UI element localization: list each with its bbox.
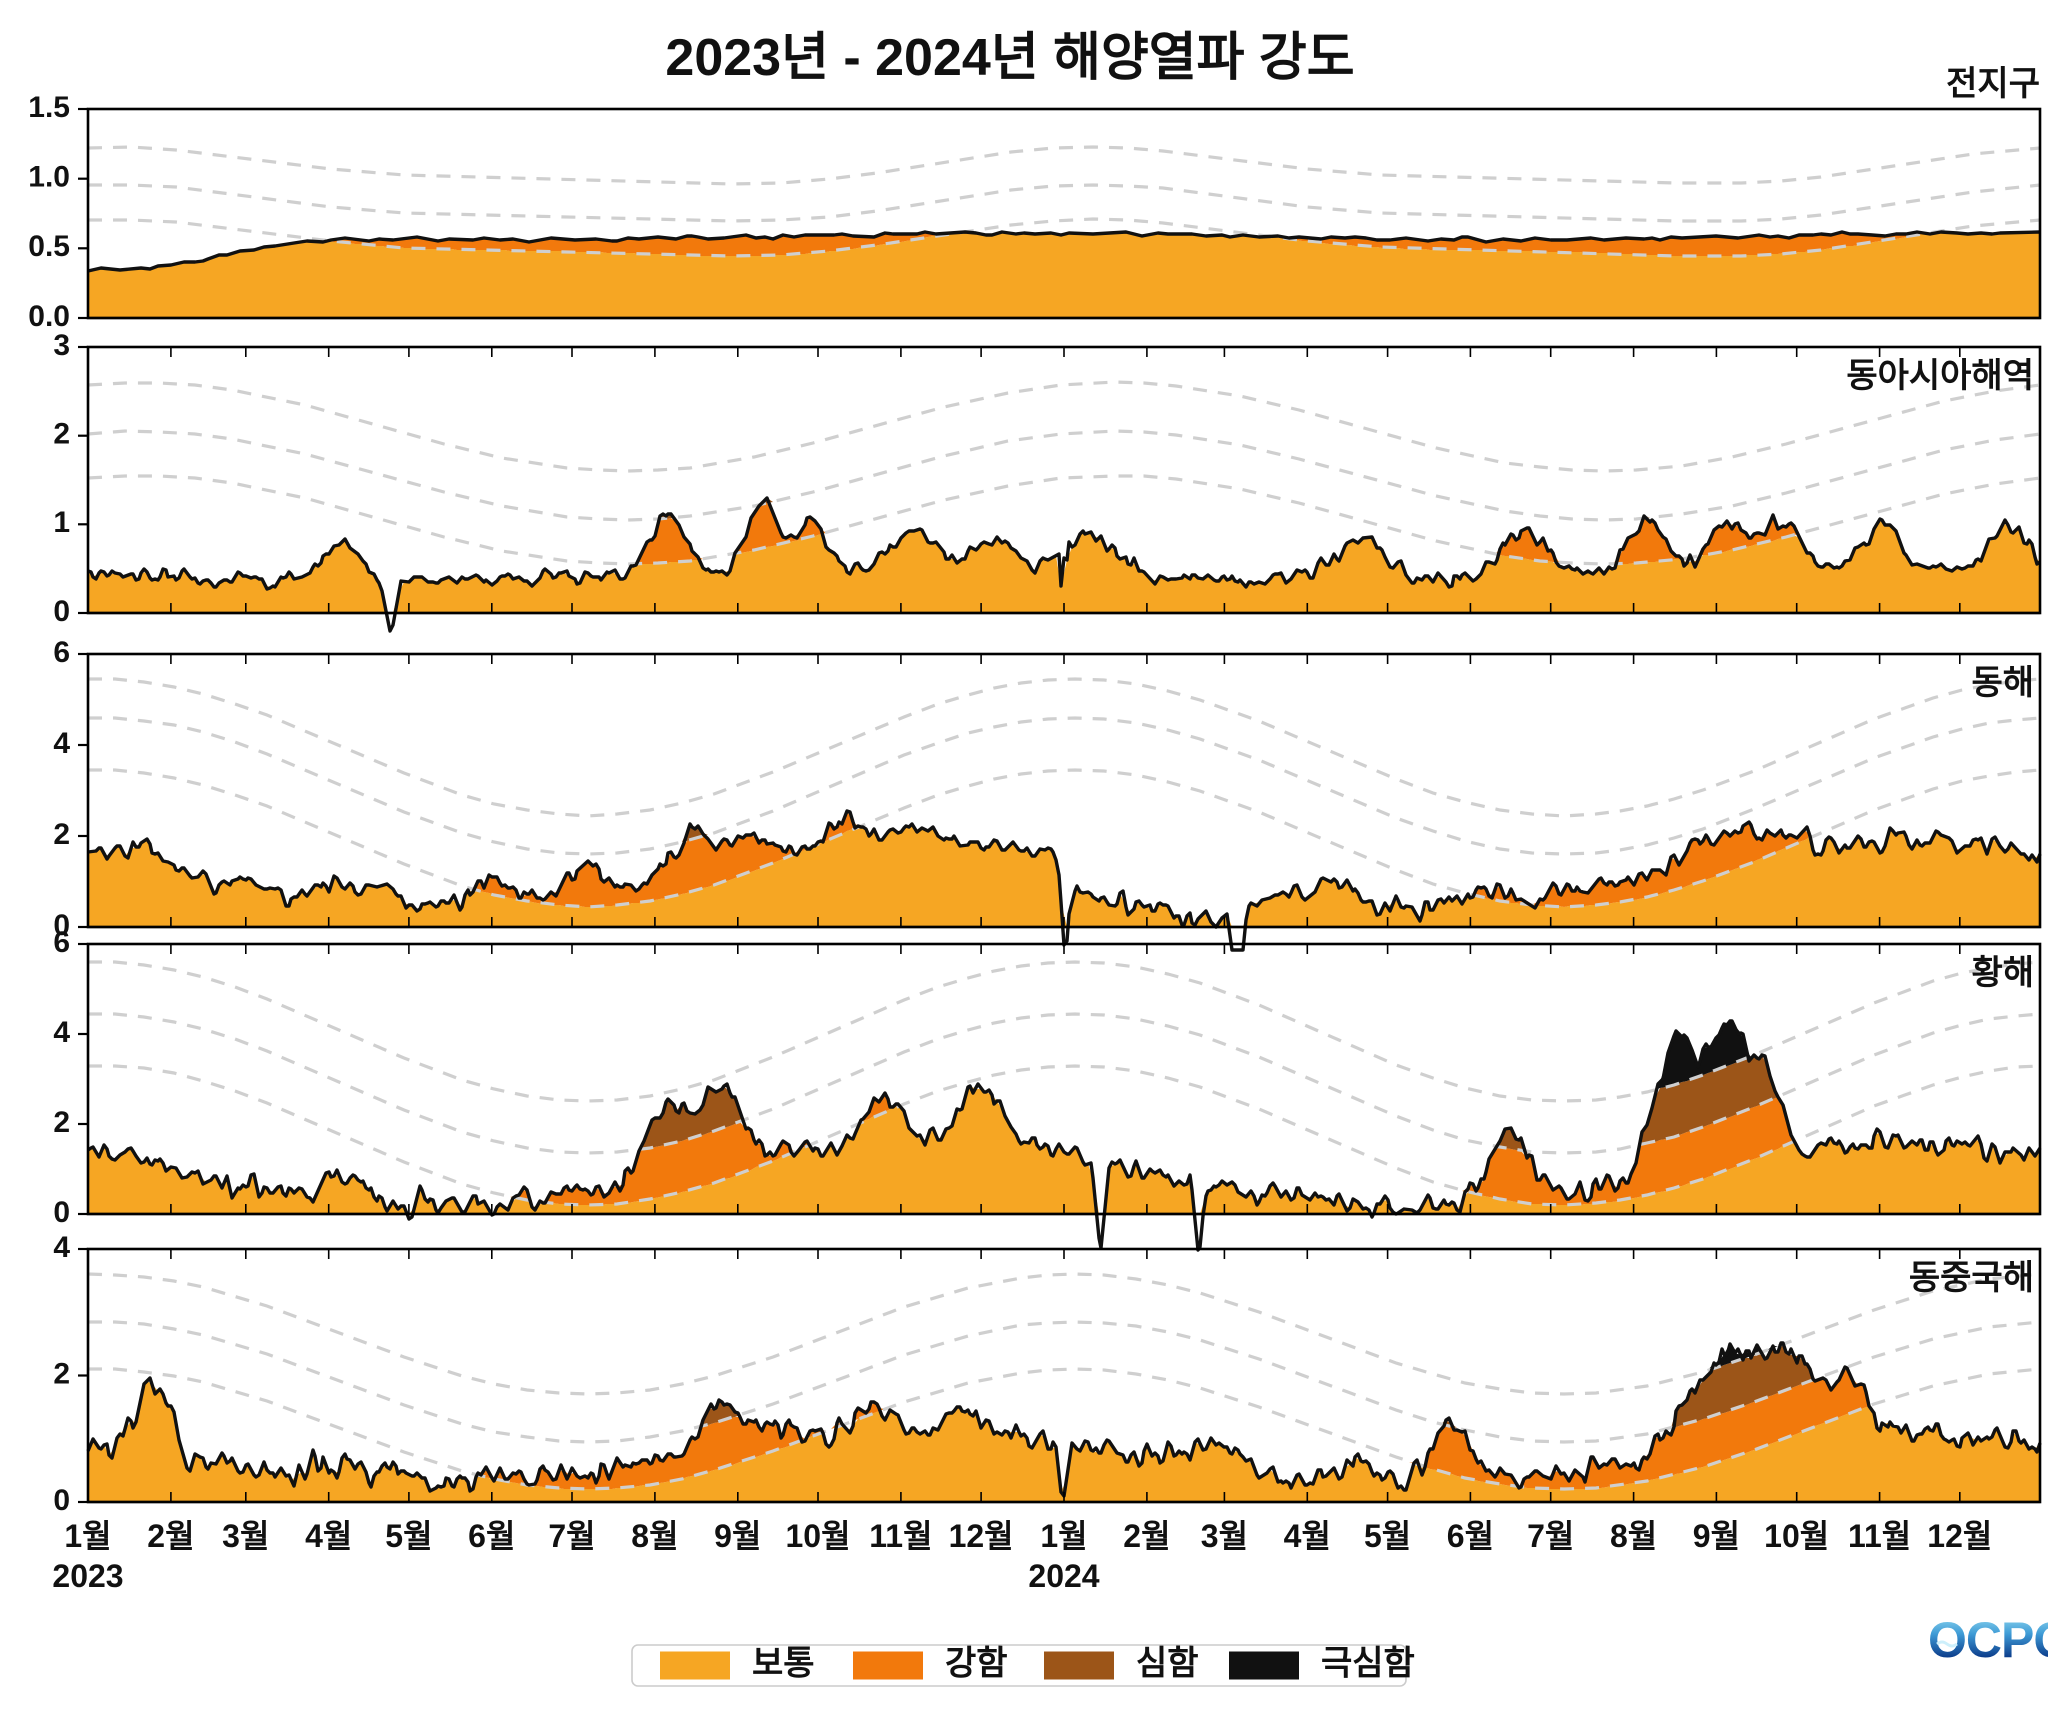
svg-text:황해: 황해: [1971, 954, 2034, 992]
svg-text:1: 1: [53, 506, 70, 539]
svg-text:7월: 7월: [1527, 1518, 1574, 1554]
svg-text:2: 2: [53, 1106, 70, 1139]
svg-text:3: 3: [53, 329, 70, 362]
svg-text:OCPC: OCPC: [1928, 1612, 2048, 1668]
svg-text:2: 2: [53, 418, 70, 451]
svg-text:3월: 3월: [222, 1518, 269, 1554]
svg-text:1월: 1월: [64, 1518, 111, 1554]
svg-text:4: 4: [53, 1231, 70, 1264]
svg-text:12월: 12월: [949, 1518, 1014, 1554]
svg-text:2월: 2월: [1123, 1518, 1170, 1554]
svg-text:1.0: 1.0: [28, 161, 70, 194]
svg-text:0.5: 0.5: [28, 230, 70, 263]
svg-text:동해: 동해: [1971, 664, 2034, 702]
svg-text:9월: 9월: [1693, 1518, 1740, 1554]
svg-text:1.5: 1.5: [28, 91, 70, 124]
svg-text:4월: 4월: [1284, 1518, 1331, 1554]
svg-text:2: 2: [53, 818, 70, 851]
svg-text:2: 2: [53, 1357, 70, 1390]
svg-text:보통: 보통: [752, 1644, 815, 1682]
svg-text:6월: 6월: [1447, 1518, 1494, 1554]
svg-text:2023년 - 2024년 해양열파 강도: 2023년 - 2024년 해양열파 강도: [665, 29, 1354, 87]
svg-text:동아시아해역: 동아시아해역: [1846, 357, 2034, 395]
svg-text:5월: 5월: [1364, 1518, 1411, 1554]
svg-text:10월: 10월: [785, 1518, 850, 1554]
svg-text:0: 0: [53, 595, 70, 628]
svg-text:12월: 12월: [1927, 1518, 1992, 1554]
svg-text:6월: 6월: [468, 1518, 515, 1554]
svg-text:2월: 2월: [147, 1518, 194, 1554]
svg-text:0: 0: [53, 1484, 70, 1517]
svg-text:0: 0: [53, 1196, 70, 1229]
svg-text:전지구: 전지구: [1946, 65, 2040, 103]
svg-text:9월: 9월: [714, 1518, 761, 1554]
svg-text:4: 4: [53, 1016, 70, 1049]
svg-text:4: 4: [53, 727, 70, 760]
svg-text:10월: 10월: [1764, 1518, 1829, 1554]
svg-text:11월: 11월: [869, 1518, 932, 1554]
svg-text:3월: 3월: [1201, 1518, 1248, 1554]
svg-text:7월: 7월: [548, 1518, 595, 1554]
svg-text:강함: 강함: [945, 1644, 1008, 1682]
svg-text:동중국해: 동중국해: [1909, 1259, 2034, 1297]
svg-text:4월: 4월: [305, 1518, 352, 1554]
svg-text:심함: 심함: [1136, 1644, 1199, 1682]
svg-text:8월: 8월: [1610, 1518, 1657, 1554]
svg-text:11월: 11월: [1848, 1518, 1911, 1554]
svg-text:6: 6: [53, 636, 70, 669]
svg-text:극심함: 극심함: [1321, 1644, 1415, 1682]
svg-text:6: 6: [53, 926, 70, 959]
svg-text:5월: 5월: [385, 1518, 432, 1554]
svg-text:2024: 2024: [1028, 1558, 1099, 1594]
svg-text:1월: 1월: [1040, 1518, 1087, 1554]
svg-text:8월: 8월: [631, 1518, 678, 1554]
svg-text:2023: 2023: [52, 1558, 123, 1594]
